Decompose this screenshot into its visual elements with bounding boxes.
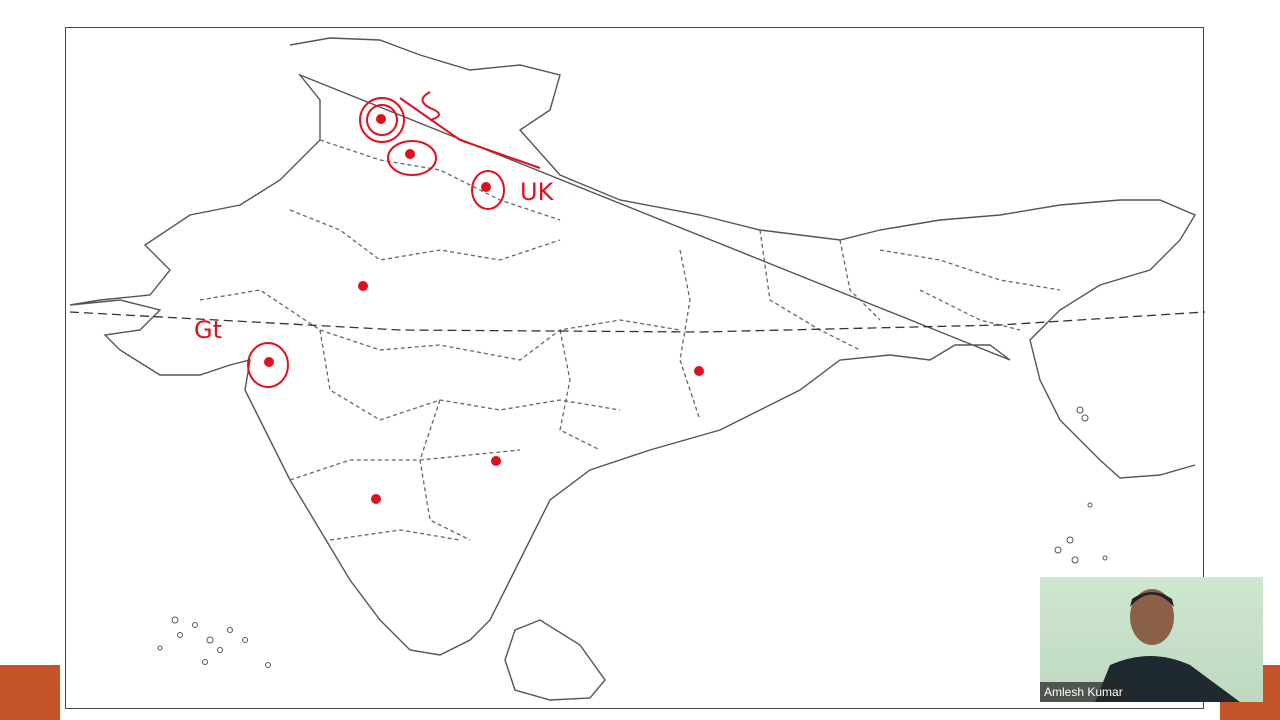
annotations	[247, 91, 541, 388]
country-outline	[69, 37, 1197, 656]
webcam-video-tile[interactable]: Amlesh Kumar	[1040, 577, 1263, 702]
marker-dot	[358, 281, 368, 291]
annotation-gujarat: Gt	[194, 316, 222, 344]
presenter-video	[1095, 589, 1240, 702]
marker-dot	[481, 182, 491, 192]
marker-dot	[491, 456, 501, 466]
marker-dot	[405, 149, 415, 159]
participant-name-label: Amlesh Kumar	[1040, 682, 1127, 702]
state-boundaries	[199, 139, 1061, 541]
marker-dot	[694, 366, 704, 376]
marker-dot	[264, 357, 274, 367]
slide-accent-bar-left	[0, 665, 60, 720]
marker-dot	[371, 494, 381, 504]
tropic-of-cancer-line	[69, 311, 1206, 333]
location-markers	[264, 114, 704, 504]
annotation-uk: UK	[520, 178, 555, 206]
map-frame	[65, 27, 1204, 709]
sri-lanka-outline	[504, 619, 606, 701]
marker-dot	[376, 114, 386, 124]
